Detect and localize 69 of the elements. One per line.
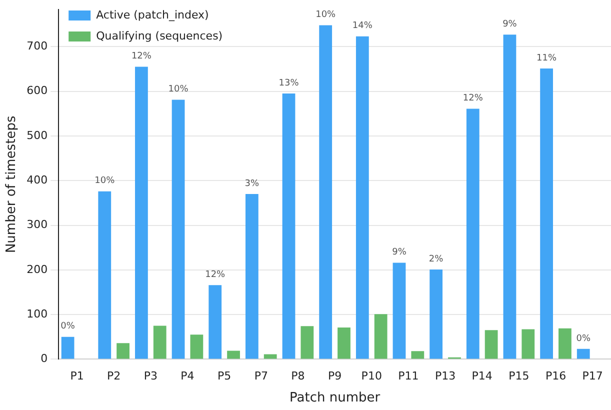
x-tick-label: P14 (472, 370, 492, 383)
bar (245, 194, 258, 359)
bar (466, 108, 480, 359)
bar (392, 262, 406, 359)
annotation: 10% (94, 176, 116, 186)
bar (300, 326, 314, 359)
x-tick-label: P8 (291, 370, 305, 383)
x-tick-label: P7 (254, 370, 268, 383)
x-tick-label: P9 (328, 370, 342, 383)
bar (356, 36, 369, 359)
bar (208, 285, 222, 359)
annotation: 10% (316, 10, 336, 20)
x-tick-label: P10 (361, 370, 382, 383)
annotation: 3% (244, 178, 260, 189)
legend-label: Active (patch_index) (96, 8, 209, 22)
bar (558, 328, 572, 359)
y-tick-label: 400 (26, 173, 48, 186)
annotation: 0% (60, 322, 76, 332)
bar (135, 66, 148, 359)
y-tick-label: 500 (26, 128, 48, 142)
bar (411, 351, 424, 359)
y-tick-label: 300 (26, 218, 48, 232)
y-tick-label: 200 (26, 262, 48, 276)
bar (172, 100, 185, 359)
bar (503, 34, 516, 359)
bar (576, 348, 590, 359)
bar (522, 329, 535, 359)
annotation: 11% (536, 53, 557, 64)
annotation: 2% (428, 254, 444, 264)
x-axis-title: Patch number (290, 390, 381, 406)
annotation: 9% (392, 248, 407, 258)
annotation: 10% (168, 84, 189, 95)
x-tick-label: P16 (545, 370, 566, 383)
y-tick-label: 700 (26, 40, 48, 53)
bar (540, 68, 553, 359)
y-tick-label: 600 (26, 84, 48, 98)
annotation: 12% (205, 270, 226, 280)
bar (153, 326, 166, 359)
x-tick-label: P11 (398, 370, 419, 383)
y-tick-label: 0 (40, 352, 48, 366)
bar (338, 328, 350, 359)
bar (264, 354, 277, 359)
x-tick-label: P5 (217, 370, 232, 383)
x-tick-label: P3 (144, 370, 158, 383)
annotation: 12% (462, 94, 484, 104)
annotation: 12% (131, 52, 152, 62)
bar (282, 94, 296, 359)
y-tick-label: 100 (26, 307, 48, 320)
bar (61, 336, 74, 359)
x-tick-label: P15 (508, 370, 530, 383)
x-tick-label: P1 (70, 370, 84, 383)
x-tick-label: P4 (180, 370, 194, 383)
bar (484, 330, 498, 359)
bar (227, 350, 240, 359)
bar (374, 314, 388, 359)
bar (116, 343, 130, 359)
annotation: 14% (352, 21, 373, 32)
y-axis-title: Number of timesteps (4, 116, 20, 254)
x-tick-label: P17 (582, 370, 603, 383)
annotation: 9% (502, 19, 518, 30)
annotation: 0% (576, 334, 591, 344)
bar (430, 269, 443, 359)
x-tick-label: P2 (107, 370, 121, 383)
x-tick-label: P13 (434, 370, 456, 383)
bar (190, 334, 204, 359)
legend-label: Qualifying (sequences) (96, 29, 223, 42)
annotation: 13% (278, 78, 300, 88)
bar (319, 25, 332, 359)
bar (98, 191, 112, 359)
